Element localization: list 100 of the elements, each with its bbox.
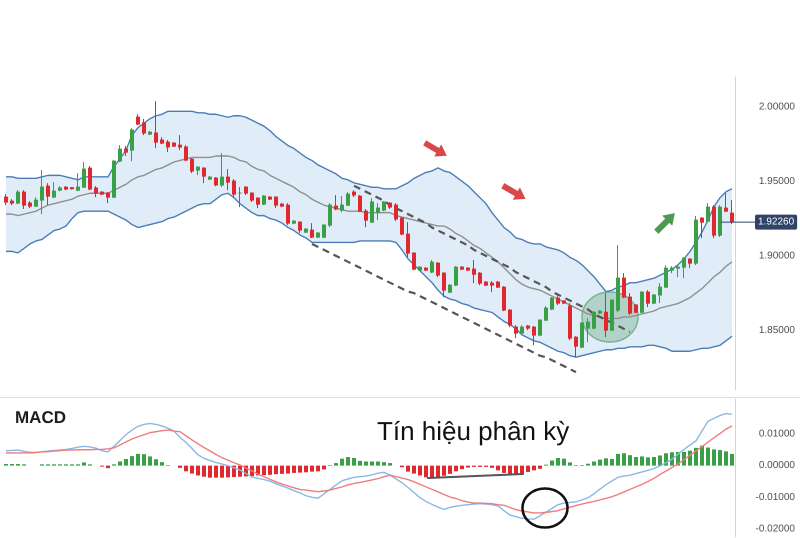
candlestick	[136, 114, 140, 126]
candlestick	[478, 272, 482, 286]
bar	[412, 466, 416, 474]
bar	[550, 460, 554, 466]
candlestick	[238, 186, 242, 208]
candlestick	[328, 202, 332, 228]
candlestick	[640, 290, 644, 314]
candlestick	[406, 222, 410, 258]
candlestick	[724, 192, 728, 213]
candlestick	[634, 304, 638, 314]
candlestick	[142, 118, 146, 136]
bar	[364, 461, 368, 466]
candlestick	[526, 324, 530, 331]
bar	[298, 466, 302, 473]
candlestick	[712, 204, 716, 239]
candlestick	[346, 192, 350, 207]
candlestick	[394, 202, 398, 222]
candlestick	[64, 186, 68, 191]
candlestick	[610, 298, 614, 332]
bar	[154, 459, 158, 466]
line-series	[5, 412, 733, 520]
bar	[346, 457, 350, 466]
candlestick	[154, 100, 158, 149]
bar	[286, 466, 290, 474]
bar	[316, 466, 320, 472]
candlestick	[646, 290, 650, 308]
bar	[640, 456, 644, 466]
bar	[148, 456, 152, 466]
bar	[388, 463, 392, 466]
candlestick	[280, 202, 284, 208]
candlestick	[682, 256, 686, 279]
bar	[598, 460, 602, 466]
bar	[322, 466, 326, 470]
bar	[214, 466, 218, 478]
candlestick	[502, 286, 506, 312]
bar	[304, 466, 308, 472]
candlestick	[418, 266, 422, 272]
bar	[526, 466, 530, 472]
candlestick	[214, 176, 218, 187]
candlestick	[532, 326, 536, 346]
bar	[610, 458, 614, 466]
bar	[706, 448, 710, 466]
bar	[226, 466, 230, 478]
candlestick	[664, 264, 668, 289]
candlestick	[172, 142, 176, 148]
candlestick	[262, 194, 266, 206]
bar	[268, 466, 272, 475]
candlestick	[34, 196, 38, 208]
candlestick	[400, 216, 404, 236]
candlestick	[256, 196, 260, 209]
candlestick	[28, 200, 32, 209]
candlestick	[436, 262, 440, 278]
bar	[106, 466, 110, 468]
bar	[142, 454, 146, 466]
candlestick	[232, 178, 236, 198]
candlestick	[538, 318, 542, 337]
candlestick	[208, 176, 212, 181]
candlestick	[160, 136, 164, 145]
candlestick	[40, 170, 44, 215]
candlestick	[88, 166, 92, 191]
candlestick	[688, 258, 692, 269]
candlestick	[178, 134, 182, 151]
candlestick	[562, 300, 566, 305]
bar	[262, 466, 266, 476]
candlestick	[364, 208, 368, 228]
candlestick	[574, 336, 578, 358]
y-tick-label: 0.01000	[758, 428, 796, 440]
candlestick	[298, 220, 302, 234]
candlestick	[352, 190, 356, 198]
candlestick	[148, 130, 152, 136]
candlestick	[268, 196, 272, 201]
candlestick	[250, 192, 254, 203]
bar	[190, 466, 194, 474]
bar	[352, 458, 356, 466]
candlestick	[244, 186, 248, 196]
candlestick	[568, 302, 572, 341]
candlestick	[46, 182, 50, 206]
candlestick	[10, 198, 14, 206]
candlestick	[490, 280, 494, 293]
bar	[118, 461, 122, 466]
candlestick	[334, 194, 338, 211]
bar	[592, 461, 596, 466]
bar	[496, 466, 500, 470]
bar	[634, 457, 638, 466]
bar	[370, 461, 374, 466]
candlestick	[220, 152, 224, 188]
candlestick	[310, 222, 314, 239]
bar	[502, 466, 506, 473]
candlestick	[370, 198, 374, 224]
candlestick	[604, 292, 608, 338]
line-series	[5, 192, 733, 358]
text: MACD	[15, 408, 66, 427]
bar	[436, 466, 440, 478]
candlestick	[124, 146, 128, 157]
candlestick	[580, 322, 584, 349]
candlestick	[322, 224, 326, 239]
bar	[292, 466, 296, 473]
candlestick	[388, 202, 392, 210]
bar	[616, 454, 620, 466]
line-series	[5, 155, 733, 320]
